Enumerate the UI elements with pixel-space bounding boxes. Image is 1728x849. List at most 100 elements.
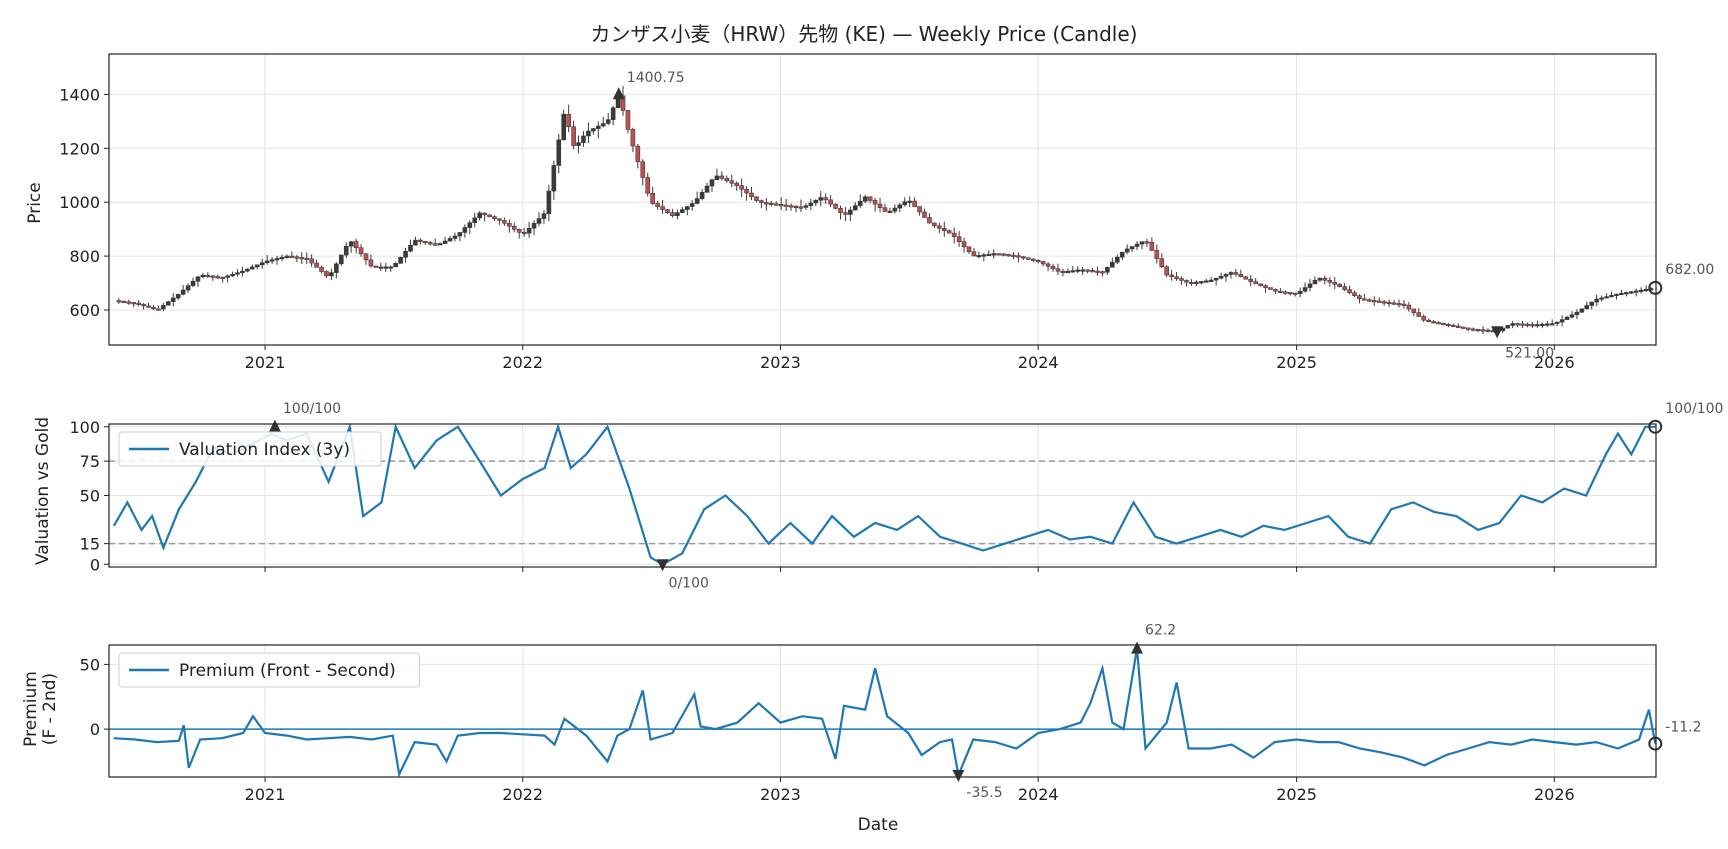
candle-body: [892, 207, 898, 212]
candle-body: [689, 203, 695, 207]
candle-body: [976, 255, 982, 258]
candle-body: [526, 227, 532, 234]
candle-body: [591, 128, 596, 132]
x-axis-label: Date: [858, 815, 899, 835]
y-tick-label: 600: [69, 301, 100, 320]
candle-body: [1446, 323, 1451, 327]
candle-body: [1386, 301, 1392, 305]
candle-body: [116, 300, 122, 303]
candle-body: [1169, 274, 1174, 278]
candle-body: [719, 175, 725, 179]
candle-body: [487, 214, 492, 218]
premium-ylabel-line: Premium: [21, 671, 41, 747]
candle-body: [734, 182, 739, 186]
candle-body: [1026, 257, 1031, 260]
y-tick-label: 0: [90, 720, 100, 739]
premium-panel: 2021 2022 2023 2024 2025 2026 0 50 62.2 -35.5 -11.…: [80, 623, 1702, 804]
candle-body: [739, 185, 744, 190]
plot-frame: [108, 644, 1657, 778]
candle-body: [675, 212, 680, 216]
candle-body: [640, 161, 646, 178]
candle-body: [1070, 270, 1076, 273]
plot-frame: [108, 423, 1657, 568]
x-tick-label: 2026: [1534, 353, 1575, 372]
candle-body: [828, 199, 833, 205]
candle-body: [1317, 277, 1323, 281]
candle-body: [507, 222, 512, 227]
candle-body: [635, 145, 641, 163]
candle-body: [1021, 256, 1026, 259]
candle-body: [996, 253, 1001, 256]
candle-body: [299, 257, 305, 260]
candle-body: [1367, 299, 1372, 302]
candle-body: [1530, 324, 1535, 327]
candle-body: [764, 202, 769, 205]
candle-body: [749, 192, 754, 198]
candle-body: [1342, 286, 1347, 290]
premium-ylabel: Premium(F - 2nd): [21, 671, 60, 747]
candle-body: [1480, 329, 1486, 332]
candle-body: [516, 229, 522, 233]
candle-body: [403, 250, 408, 258]
candle-body: [432, 243, 438, 246]
candle-body: [1535, 324, 1540, 327]
candle-body: [368, 259, 374, 267]
chart-title: カンザス小麦（HRW）先物 (KE) — Weekly Price (Candl…: [591, 22, 1138, 46]
candle-body: [1075, 269, 1081, 272]
candle-body: [684, 206, 690, 210]
candle-body: [600, 123, 606, 127]
candle-body: [1090, 270, 1095, 273]
candle-body: [1208, 279, 1214, 282]
candle-body: [1045, 263, 1051, 267]
candle-body: [1515, 323, 1520, 326]
candle-body: [289, 255, 295, 258]
candle-body: [1525, 323, 1530, 326]
candle-body: [1283, 291, 1288, 294]
candle-body: [823, 197, 828, 201]
premium-marker-last: [1648, 736, 1663, 751]
price-ylabel: Price: [25, 182, 45, 223]
candle-body: [783, 204, 789, 207]
candle-body: [477, 212, 482, 219]
candle-body: [1589, 301, 1595, 306]
candle-body: [1203, 280, 1209, 283]
candle-body: [259, 262, 265, 266]
candle-body: [1223, 274, 1229, 277]
candle-body: [1332, 281, 1338, 285]
candle-body: [1080, 269, 1085, 272]
candle-body: [502, 220, 507, 224]
candle-body: [991, 253, 997, 256]
candle-body: [1436, 322, 1441, 325]
candle-body: [714, 175, 720, 181]
candle-body: [665, 209, 670, 213]
plot-frame: [108, 53, 1657, 346]
candle-body: [1554, 321, 1560, 324]
candle-body: [472, 217, 478, 224]
candle-body: [744, 188, 749, 194]
candle-body: [1159, 258, 1165, 268]
x-tick-label: 2023: [760, 353, 801, 372]
candle-body: [872, 200, 878, 205]
candle-body: [897, 204, 903, 209]
premium-marker-min: [952, 770, 965, 783]
candle-body: [353, 241, 359, 249]
y-tick-label: 100: [69, 418, 100, 437]
candle-body: [1016, 255, 1021, 258]
premium-series-line: [113, 648, 1657, 779]
candle-body: [818, 197, 824, 201]
candle-body: [531, 223, 537, 229]
candle-body: [917, 206, 922, 213]
candle-body: [1540, 323, 1545, 326]
candle-body: [126, 301, 132, 304]
candle-body: [1416, 312, 1422, 317]
candle-body: [1564, 316, 1570, 320]
candle-body: [511, 225, 517, 230]
candle-body: [571, 126, 576, 146]
price-marker-max: [612, 87, 625, 100]
candle-body: [941, 227, 947, 232]
candle-body: [966, 246, 972, 253]
candle-body: [961, 241, 967, 248]
candle-body: [902, 201, 908, 206]
legend-label: Valuation Index (3y): [179, 440, 350, 460]
candle-body: [1114, 256, 1120, 263]
